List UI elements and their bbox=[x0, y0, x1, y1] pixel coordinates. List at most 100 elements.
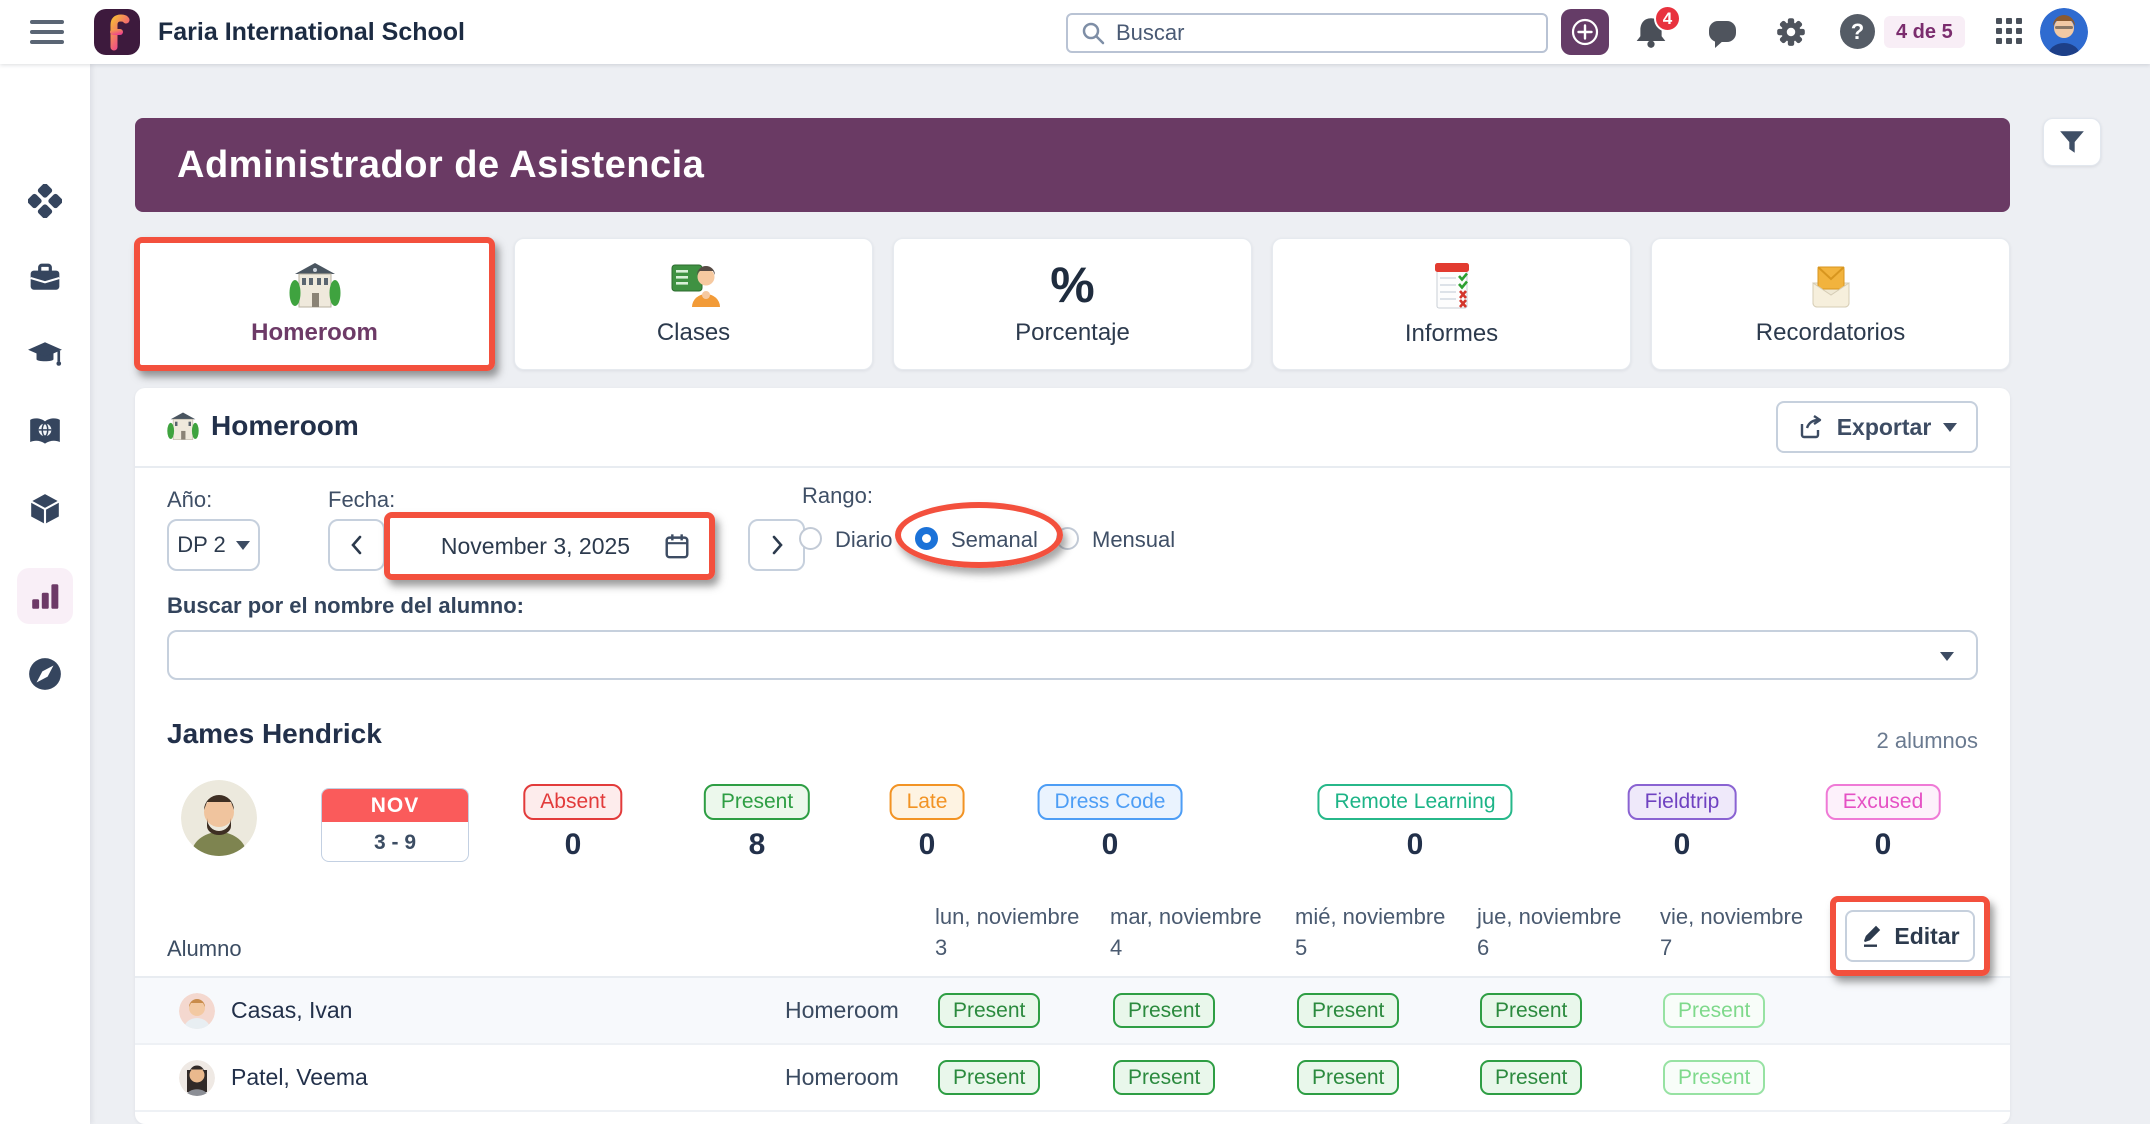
status-badge-day-2[interactable]: Present bbox=[1113, 993, 1216, 1028]
sidebar-item-dashboard[interactable] bbox=[17, 173, 73, 229]
help-button[interactable]: ? bbox=[1840, 14, 1875, 49]
percent-icon: % bbox=[1050, 257, 1095, 313]
plus-circle-icon bbox=[1571, 18, 1599, 46]
remote-learning-badge: Remote Learning bbox=[1317, 784, 1513, 820]
apps-grid-icon[interactable] bbox=[1996, 18, 2024, 46]
tab-recordatorios-label: Recordatorios bbox=[1755, 319, 1906, 346]
absent-badge: Absent bbox=[523, 784, 623, 820]
filter-button[interactable] bbox=[2043, 118, 2101, 166]
year-caret-icon bbox=[235, 540, 250, 550]
briefcase-icon bbox=[30, 263, 60, 290]
prev-date-button[interactable] bbox=[328, 519, 385, 571]
date-field[interactable]: November 3, 2025 bbox=[390, 518, 709, 574]
column-header-day-4: jue, noviembre 6 bbox=[1477, 904, 1622, 960]
book-globe-icon bbox=[30, 418, 60, 444]
graduation-cap-icon bbox=[28, 342, 62, 366]
status-badge-day-2[interactable]: Present bbox=[1113, 1060, 1216, 1095]
homeroom-panel: Homeroom Exportar Año: DP 2 Fecha: Novem… bbox=[135, 388, 2010, 1124]
radio-diario-label[interactable]: Diario bbox=[835, 527, 893, 552]
teacher-avatar bbox=[181, 780, 257, 856]
sidebar-item-briefcase[interactable] bbox=[17, 250, 73, 306]
sidebar-item-explore[interactable] bbox=[17, 646, 73, 702]
status-badge-day-3[interactable]: Present bbox=[1297, 993, 1400, 1028]
column-header-alumno: Alumno bbox=[167, 936, 242, 961]
gear-icon bbox=[1777, 18, 1805, 46]
student-name: Casas, Ivan bbox=[231, 997, 353, 1023]
sidebar-item-academics[interactable] bbox=[17, 327, 73, 383]
sidebar-item-attendance-active[interactable] bbox=[17, 568, 73, 624]
tab-homeroom[interactable]: Homeroom bbox=[134, 237, 495, 371]
status-badge-day-1[interactable]: Present bbox=[938, 1060, 1041, 1095]
compass-icon bbox=[29, 658, 61, 690]
late-count: 0 bbox=[918, 828, 936, 861]
column-header-day-2: mar, noviembre 4 bbox=[1110, 904, 1262, 960]
year-label: Año: bbox=[167, 487, 213, 512]
notification-count-badge: 4 bbox=[1654, 5, 1681, 32]
export-button[interactable]: Exportar bbox=[1776, 401, 1978, 453]
search-input[interactable] bbox=[1116, 20, 1496, 46]
status-badge-day-5[interactable]: Present bbox=[1663, 1060, 1766, 1095]
table-row-casas-ivan[interactable]: Casas, Ivan Homeroom Present Present Pre… bbox=[135, 978, 2010, 1043]
tab-informes[interactable]: Informes bbox=[1272, 238, 1631, 370]
date-value: November 3, 2025 bbox=[440, 532, 631, 559]
stat-remote-learning: Remote Learning 0 bbox=[1317, 784, 1513, 862]
student-search-select[interactable] bbox=[167, 630, 1978, 680]
dashboard-icon bbox=[28, 184, 62, 218]
radio-semanal-label[interactable]: Semanal bbox=[951, 527, 1038, 552]
global-search[interactable] bbox=[1066, 13, 1548, 53]
teacher-icon bbox=[671, 264, 720, 307]
edit-button[interactable]: Editar bbox=[1845, 910, 1975, 962]
hamburger-menu-icon[interactable] bbox=[30, 20, 64, 44]
dress-code-count: 0 bbox=[1101, 828, 1119, 861]
status-badge-day-5[interactable]: Present bbox=[1663, 993, 1766, 1028]
dress-code-badge: Dress Code bbox=[1037, 784, 1183, 820]
calendar-icon bbox=[665, 534, 689, 559]
stat-present: Present 8 bbox=[703, 784, 811, 862]
messages-button[interactable] bbox=[1707, 18, 1739, 55]
next-date-button[interactable] bbox=[748, 519, 805, 571]
export-caret-icon bbox=[1943, 422, 1958, 432]
radio-mensual-label[interactable]: Mensual bbox=[1092, 527, 1176, 552]
section-header: Homeroom bbox=[167, 410, 359, 442]
status-badge-day-1[interactable]: Present bbox=[938, 993, 1041, 1028]
column-header-day-5: vie, noviembre 7 bbox=[1660, 904, 1804, 960]
student-avatar bbox=[179, 993, 215, 1029]
student-group: Homeroom bbox=[785, 1064, 899, 1090]
row-divider bbox=[135, 1043, 2010, 1045]
tab-informes-label: Informes bbox=[1404, 320, 1499, 347]
student-search-label: Buscar por el nombre del alumno: bbox=[167, 593, 524, 618]
chevron-left-icon bbox=[350, 535, 361, 555]
tab-clases[interactable]: Clases bbox=[514, 238, 873, 370]
tab-recordatorios[interactable]: Recordatorios bbox=[1651, 238, 2010, 370]
chat-bubble-icon bbox=[1709, 21, 1736, 48]
notifications-button[interactable]: 4 bbox=[1634, 5, 1681, 55]
stat-fieldtrip: Fieldtrip 0 bbox=[1627, 784, 1737, 862]
column-header-day-1: lun, noviembre 3 bbox=[935, 904, 1080, 960]
calendar-month: NOV bbox=[322, 789, 468, 822]
school-name: Faria International School bbox=[158, 18, 465, 46]
tab-clases-label: Clases bbox=[656, 319, 731, 346]
school-building-icon bbox=[289, 263, 340, 308]
stat-absent: Absent 0 bbox=[523, 784, 623, 862]
sidebar-item-curriculum[interactable] bbox=[17, 404, 73, 460]
radio-mensual[interactable] bbox=[1056, 527, 1079, 550]
tab-porcentaje-label: Porcentaje bbox=[1015, 319, 1130, 346]
radio-diario[interactable] bbox=[799, 527, 822, 550]
faria-logo[interactable] bbox=[94, 9, 140, 55]
table-row-patel-veema[interactable]: Patel, Veema Homeroom Present Present Pr… bbox=[135, 1045, 2010, 1110]
divider bbox=[135, 976, 2010, 978]
radio-semanal[interactable] bbox=[915, 527, 938, 550]
user-avatar[interactable] bbox=[2040, 8, 2088, 56]
help-question-mark: ? bbox=[1850, 18, 1865, 44]
tab-porcentaje[interactable]: % Porcentaje bbox=[893, 238, 1252, 370]
status-badge-day-4[interactable]: Present bbox=[1480, 1060, 1583, 1095]
late-badge: Late bbox=[889, 784, 965, 820]
year-select[interactable]: DP 2 bbox=[167, 519, 260, 571]
settings-button[interactable] bbox=[1774, 15, 1808, 54]
sidebar-item-units[interactable] bbox=[17, 481, 73, 537]
week-calendar-card: NOV 3 - 9 bbox=[321, 788, 469, 862]
quick-add-button[interactable] bbox=[1561, 9, 1609, 55]
status-badge-day-3[interactable]: Present bbox=[1297, 1060, 1400, 1095]
teacher-name: James Hendrick bbox=[167, 718, 382, 749]
status-badge-day-4[interactable]: Present bbox=[1480, 993, 1583, 1028]
